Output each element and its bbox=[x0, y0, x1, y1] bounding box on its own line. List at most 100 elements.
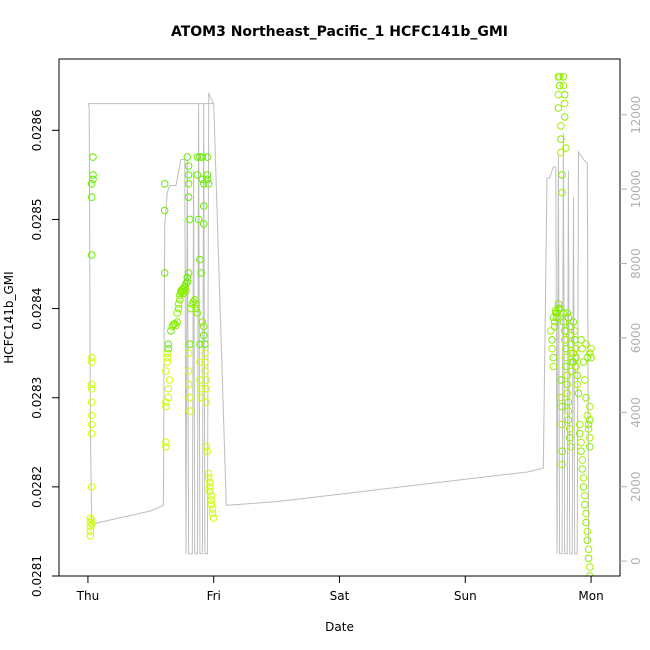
data-point bbox=[87, 516, 96, 524]
data-point bbox=[204, 469, 213, 478]
chart-title: ATOM3 Northeast_Pacific_1 HCFC141b_GMI bbox=[171, 24, 508, 40]
data-point bbox=[558, 402, 566, 411]
data-point bbox=[572, 362, 580, 371]
data-point bbox=[197, 385, 205, 393]
data-point bbox=[174, 304, 183, 313]
data-point bbox=[183, 273, 192, 282]
data-point bbox=[579, 358, 588, 366]
data-point bbox=[89, 175, 97, 184]
data-point bbox=[554, 104, 563, 112]
data-point bbox=[557, 393, 565, 402]
data-point bbox=[581, 376, 589, 384]
data-point bbox=[207, 500, 215, 509]
data-point bbox=[203, 171, 212, 179]
data-point bbox=[564, 416, 573, 424]
data-point bbox=[582, 509, 590, 518]
data-point bbox=[160, 180, 169, 188]
data-point bbox=[586, 416, 594, 424]
data-point bbox=[164, 340, 173, 349]
data-point bbox=[557, 122, 565, 130]
data-point bbox=[581, 492, 589, 500]
data-point bbox=[186, 340, 194, 349]
data-point bbox=[573, 371, 582, 380]
data-point bbox=[203, 447, 212, 456]
data-point bbox=[179, 289, 188, 298]
data-point bbox=[559, 309, 568, 317]
data-point bbox=[164, 344, 173, 353]
data-point bbox=[186, 393, 194, 402]
y-axis-label: HCFC141b_GMI bbox=[2, 271, 16, 363]
data-point bbox=[202, 443, 210, 451]
data-point bbox=[586, 443, 594, 451]
y-tick-label: 0.0286 bbox=[30, 109, 44, 151]
data-point bbox=[567, 340, 575, 349]
data-point bbox=[563, 371, 572, 380]
data-point bbox=[184, 367, 193, 375]
data-point bbox=[203, 153, 212, 161]
data-point bbox=[183, 153, 192, 161]
data-point bbox=[560, 327, 569, 335]
y2-tick-label: 4000 bbox=[629, 397, 643, 428]
data-point bbox=[186, 407, 194, 415]
data-point bbox=[189, 297, 198, 306]
data-point bbox=[558, 420, 566, 429]
data-point bbox=[208, 505, 217, 513]
data-point bbox=[581, 500, 589, 509]
data-point bbox=[87, 429, 96, 438]
y2-tick-label: 6000 bbox=[629, 323, 643, 354]
data-point bbox=[570, 327, 579, 335]
y2-tick-label: 2000 bbox=[629, 471, 643, 502]
data-point bbox=[577, 438, 585, 447]
data-point bbox=[557, 376, 565, 384]
plot-area bbox=[86, 73, 595, 576]
data-point bbox=[162, 398, 170, 407]
data-point bbox=[184, 269, 193, 277]
data-point bbox=[184, 171, 193, 179]
data-point bbox=[569, 358, 578, 366]
data-point bbox=[563, 309, 572, 317]
y2-axis-altitude: 0 2000 4000 6000 8000 10000 12000 bbox=[620, 96, 643, 565]
data-point bbox=[565, 425, 574, 433]
data-point bbox=[160, 206, 169, 215]
data-point bbox=[583, 536, 592, 545]
data-point bbox=[582, 340, 590, 349]
data-point bbox=[555, 81, 564, 90]
data-point bbox=[549, 353, 558, 362]
data-point bbox=[162, 443, 170, 451]
data-point bbox=[574, 389, 583, 398]
data-point bbox=[584, 545, 593, 554]
data-point bbox=[162, 367, 170, 375]
data-point bbox=[87, 520, 96, 529]
data-point bbox=[207, 496, 215, 505]
data-point bbox=[548, 344, 556, 353]
data-point bbox=[197, 393, 205, 402]
data-point bbox=[207, 492, 215, 500]
data-point bbox=[198, 318, 207, 326]
data-point bbox=[573, 380, 582, 389]
data-point bbox=[579, 474, 588, 482]
data-point bbox=[167, 327, 175, 335]
data-point bbox=[570, 336, 579, 344]
data-point bbox=[176, 295, 184, 304]
data-point bbox=[583, 411, 592, 420]
data-point bbox=[87, 353, 96, 362]
data-point bbox=[547, 327, 555, 335]
data-point bbox=[168, 322, 176, 331]
data-point bbox=[559, 73, 568, 81]
data-point bbox=[562, 353, 570, 362]
data-point bbox=[201, 367, 209, 375]
data-point bbox=[196, 255, 204, 264]
data-point bbox=[575, 429, 584, 438]
data-point bbox=[87, 193, 96, 201]
data-point bbox=[583, 353, 592, 362]
data-point bbox=[206, 483, 214, 491]
data-point bbox=[202, 398, 210, 407]
data-point bbox=[577, 336, 585, 344]
x-tick-label: Sat bbox=[330, 589, 350, 603]
data-point bbox=[584, 420, 593, 429]
data-point bbox=[87, 483, 96, 491]
data-point bbox=[86, 527, 95, 536]
data-point bbox=[162, 402, 170, 411]
data-point bbox=[184, 180, 193, 188]
data-point bbox=[199, 180, 208, 188]
